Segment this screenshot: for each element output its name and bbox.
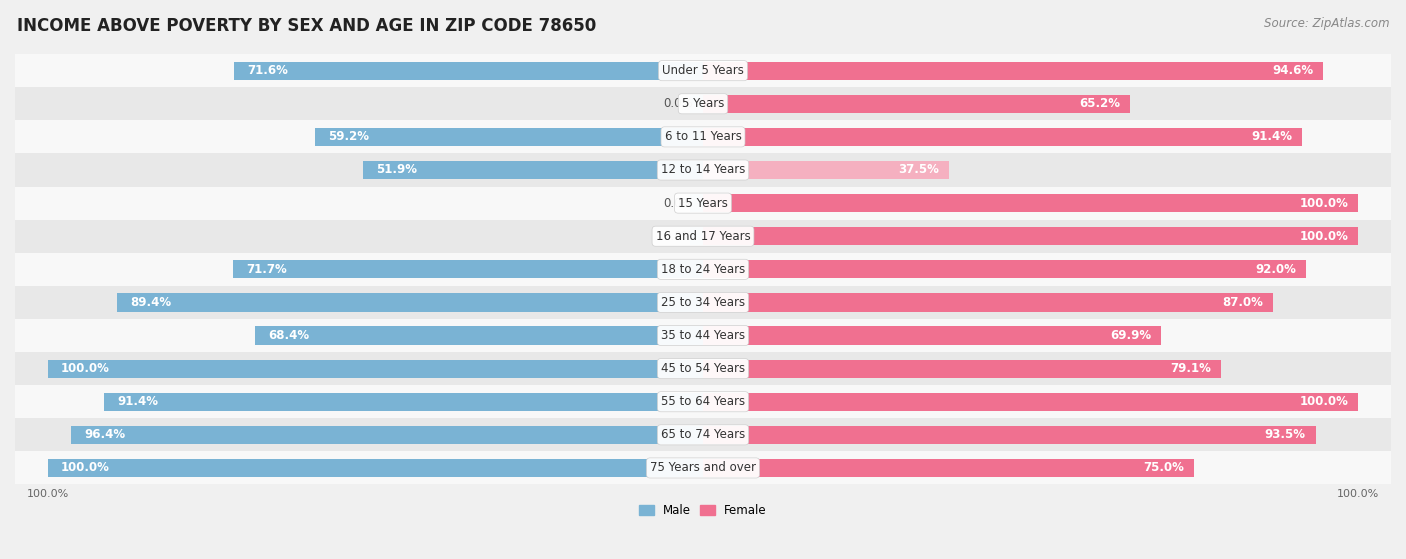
Text: 6 to 11 Years: 6 to 11 Years xyxy=(665,130,741,144)
Text: 79.1%: 79.1% xyxy=(1171,362,1212,375)
Text: 94.6%: 94.6% xyxy=(1272,64,1313,77)
Bar xyxy=(15,286,1391,319)
Bar xyxy=(703,392,1358,411)
Text: 35 to 44 Years: 35 to 44 Years xyxy=(661,329,745,342)
Text: 0.0%: 0.0% xyxy=(664,97,693,110)
Text: 68.4%: 68.4% xyxy=(269,329,309,342)
Text: 92.0%: 92.0% xyxy=(1256,263,1296,276)
Text: 91.4%: 91.4% xyxy=(1251,130,1292,144)
Bar xyxy=(15,120,1391,154)
Bar xyxy=(117,293,703,311)
Text: 100.0%: 100.0% xyxy=(60,362,110,375)
Bar xyxy=(48,359,703,378)
Text: 45 to 54 Years: 45 to 54 Years xyxy=(661,362,745,375)
Bar xyxy=(48,459,703,477)
Text: 71.6%: 71.6% xyxy=(247,64,288,77)
Bar xyxy=(15,418,1391,452)
Bar xyxy=(690,194,703,212)
Text: 16 and 17 Years: 16 and 17 Years xyxy=(655,230,751,243)
Text: 100.0%: 100.0% xyxy=(1299,395,1348,408)
Bar xyxy=(15,187,1391,220)
Text: 91.4%: 91.4% xyxy=(117,395,159,408)
Text: 65.2%: 65.2% xyxy=(1080,97,1121,110)
Bar xyxy=(15,154,1391,187)
Bar xyxy=(72,426,703,444)
Bar xyxy=(15,385,1391,418)
Bar xyxy=(315,128,703,146)
Bar xyxy=(703,61,1323,80)
Bar xyxy=(690,227,703,245)
Bar xyxy=(703,227,1358,245)
Bar xyxy=(15,452,1391,485)
Text: 93.5%: 93.5% xyxy=(1265,428,1306,442)
Bar xyxy=(363,161,703,179)
Text: 89.4%: 89.4% xyxy=(131,296,172,309)
Bar xyxy=(15,87,1391,120)
Legend: Male, Female: Male, Female xyxy=(634,499,772,522)
Bar xyxy=(15,253,1391,286)
Text: 96.4%: 96.4% xyxy=(84,428,125,442)
Bar xyxy=(690,94,703,113)
Text: 25 to 34 Years: 25 to 34 Years xyxy=(661,296,745,309)
Bar xyxy=(703,194,1358,212)
Text: 0.0%: 0.0% xyxy=(664,197,693,210)
Bar xyxy=(254,326,703,345)
Text: 87.0%: 87.0% xyxy=(1222,296,1263,309)
Bar xyxy=(703,426,1316,444)
Bar xyxy=(104,392,703,411)
Bar xyxy=(15,54,1391,87)
Text: 69.9%: 69.9% xyxy=(1111,329,1152,342)
Bar xyxy=(703,128,1302,146)
Text: 65 to 74 Years: 65 to 74 Years xyxy=(661,428,745,442)
Bar xyxy=(703,293,1272,311)
Text: 55 to 64 Years: 55 to 64 Years xyxy=(661,395,745,408)
Bar xyxy=(233,61,703,80)
Bar xyxy=(703,260,1306,278)
Bar xyxy=(703,459,1195,477)
Text: 0.0%: 0.0% xyxy=(664,230,693,243)
Text: Source: ZipAtlas.com: Source: ZipAtlas.com xyxy=(1264,17,1389,30)
Text: 12 to 14 Years: 12 to 14 Years xyxy=(661,163,745,177)
Text: 15 Years: 15 Years xyxy=(678,197,728,210)
Bar xyxy=(233,260,703,278)
Text: 75.0%: 75.0% xyxy=(1143,461,1185,475)
Bar xyxy=(15,352,1391,385)
Bar xyxy=(15,220,1391,253)
Text: 59.2%: 59.2% xyxy=(328,130,370,144)
Text: 100.0%: 100.0% xyxy=(60,461,110,475)
Bar xyxy=(703,161,949,179)
Text: 100.0%: 100.0% xyxy=(1299,230,1348,243)
Text: 100.0%: 100.0% xyxy=(1299,197,1348,210)
Text: 37.5%: 37.5% xyxy=(898,163,939,177)
Text: 18 to 24 Years: 18 to 24 Years xyxy=(661,263,745,276)
Text: 75 Years and over: 75 Years and over xyxy=(650,461,756,475)
Text: 71.7%: 71.7% xyxy=(246,263,287,276)
Text: 5 Years: 5 Years xyxy=(682,97,724,110)
Bar xyxy=(703,326,1161,345)
Bar xyxy=(703,359,1222,378)
Bar xyxy=(703,94,1130,113)
Text: Under 5 Years: Under 5 Years xyxy=(662,64,744,77)
Text: INCOME ABOVE POVERTY BY SEX AND AGE IN ZIP CODE 78650: INCOME ABOVE POVERTY BY SEX AND AGE IN Z… xyxy=(17,17,596,35)
Bar xyxy=(15,319,1391,352)
Text: 51.9%: 51.9% xyxy=(375,163,418,177)
